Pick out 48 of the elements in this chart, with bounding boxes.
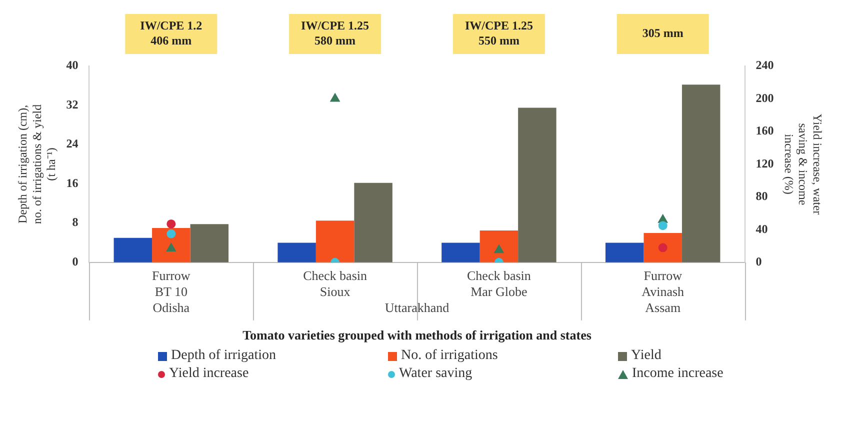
y2-tick-label: 120 bbox=[756, 156, 774, 170]
y2-tick-label: 0 bbox=[756, 254, 762, 268]
y-tick-label: 40 bbox=[66, 58, 78, 72]
legend-label: Water saving bbox=[399, 366, 472, 382]
bar bbox=[605, 242, 644, 262]
point bbox=[166, 229, 176, 238]
bar bbox=[190, 224, 229, 262]
x-tick-label: Furrow Avinash Assam bbox=[642, 268, 685, 315]
y2-tick-label: 160 bbox=[756, 124, 774, 138]
y2-axis-title: Yield increase, water saving & income increase (%) bbox=[782, 114, 825, 215]
legend-label: Yield increase bbox=[169, 366, 249, 382]
y-tick-label: 32 bbox=[66, 97, 78, 112]
bar bbox=[278, 242, 316, 262]
y2-tick-label: 240 bbox=[756, 58, 774, 72]
text: IW/CPE 1.25 580 mm bbox=[301, 18, 370, 48]
x-tick-label: Furrow BT 10 Odisha bbox=[152, 268, 191, 315]
point bbox=[658, 243, 668, 252]
y-axis-title: Depth of irrigation (cm), no. of irrigations & yield (t ha⁻¹) bbox=[15, 104, 58, 224]
x-tick-label: Check basin Sioux bbox=[303, 268, 368, 299]
text: IW/CPE 1.25 550 mm bbox=[464, 18, 533, 48]
bar bbox=[316, 220, 354, 262]
text: Uttarakhand bbox=[384, 300, 450, 315]
y2-tick-label: 40 bbox=[756, 222, 768, 236]
legend-label: Depth of irrigation bbox=[171, 348, 276, 364]
y-tick-label: 0 bbox=[72, 254, 78, 268]
text: IW/CPE 1.2 406 mm bbox=[140, 18, 202, 48]
bar bbox=[354, 182, 392, 262]
point bbox=[658, 221, 668, 230]
legend-label: Income increase bbox=[632, 366, 724, 382]
bar bbox=[644, 232, 682, 262]
y-tick-label: 24 bbox=[66, 136, 78, 151]
bar bbox=[114, 238, 152, 262]
bar bbox=[518, 108, 556, 262]
legend-label: No. of irrigations bbox=[401, 348, 498, 364]
legend-label: Yield bbox=[631, 348, 662, 364]
y-tick-label: 16 bbox=[66, 176, 78, 190]
bar bbox=[442, 242, 480, 262]
y-tick-label: 8 bbox=[72, 215, 78, 230]
point bbox=[330, 93, 340, 102]
y2-tick-label: 200 bbox=[756, 90, 774, 105]
text: 305 mm bbox=[642, 26, 684, 40]
y2-tick-label: 80 bbox=[756, 189, 768, 204]
x-tick-label: Check basin Mar Globe bbox=[466, 268, 532, 299]
point bbox=[166, 219, 176, 228]
bar bbox=[152, 228, 190, 262]
x-axis-title: Tomato varieties grouped with methods of irrigation and states bbox=[242, 328, 592, 343]
bar bbox=[480, 230, 518, 262]
bar bbox=[682, 84, 720, 262]
